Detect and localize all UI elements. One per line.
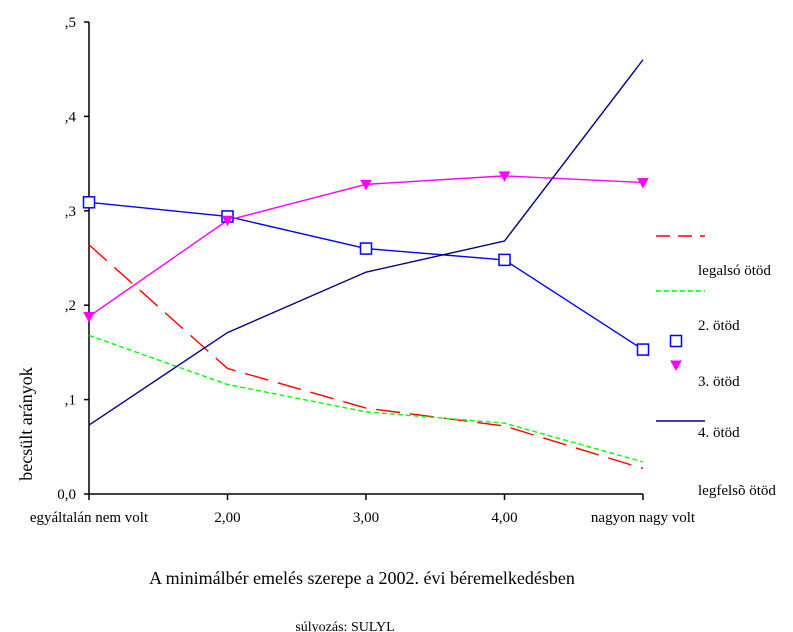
y-tick-label: ,2: [65, 298, 76, 314]
data-point-marker: [84, 197, 95, 208]
weighting-note: súlyozás: SULYL: [295, 620, 394, 632]
y-axis-ticks: ,5 ,4 ,3 ,2 ,1 0,0: [57, 15, 89, 503]
x-axis-title: A minimálbér emelés szerepe a 2002. évi …: [149, 568, 575, 588]
data-point-marker: [361, 243, 372, 254]
legend: legalsó ötöd 2. ötöd 3. ötöd 4. ötöd legfels…: [656, 236, 776, 499]
y-tick-label: ,1: [65, 393, 76, 409]
legend-swatch: [671, 361, 681, 370]
x-tick-label: nagyon nagy volt: [591, 510, 696, 526]
data-point-marker: [499, 254, 510, 265]
legend-swatch: [671, 336, 682, 347]
y-tick-label: ,3: [65, 204, 76, 220]
y-axis-title: becsült arányok: [16, 367, 36, 480]
data-point-marker: [84, 313, 94, 322]
legend-label: 2. ötöd: [698, 318, 740, 334]
x-axis-ticks: egyáltalán nem volt 2,00 3,00 4,00 nagyon na…: [30, 494, 696, 526]
legend-label: legfelsõ ötöd: [698, 483, 776, 499]
legend-label: 4. ötöd: [698, 425, 740, 441]
y-tick-label: 0,0: [57, 487, 76, 503]
x-tick-label: egyáltalán nem volt: [30, 510, 149, 526]
y-tick-label: ,4: [65, 109, 77, 125]
legend-label: legalsó ötöd: [698, 263, 771, 279]
x-tick-label: 4,00: [491, 510, 517, 526]
series-markers: [84, 172, 649, 355]
x-tick-label: 2,00: [214, 510, 240, 526]
y-tick-label: ,5: [65, 15, 76, 31]
series-line-1: [89, 245, 643, 469]
x-tick-label: 3,00: [353, 510, 379, 526]
legend-label: 3. ötöd: [698, 374, 740, 390]
data-point-marker: [638, 344, 649, 355]
series-lines: [89, 60, 643, 469]
series-line-3: [89, 202, 643, 349]
